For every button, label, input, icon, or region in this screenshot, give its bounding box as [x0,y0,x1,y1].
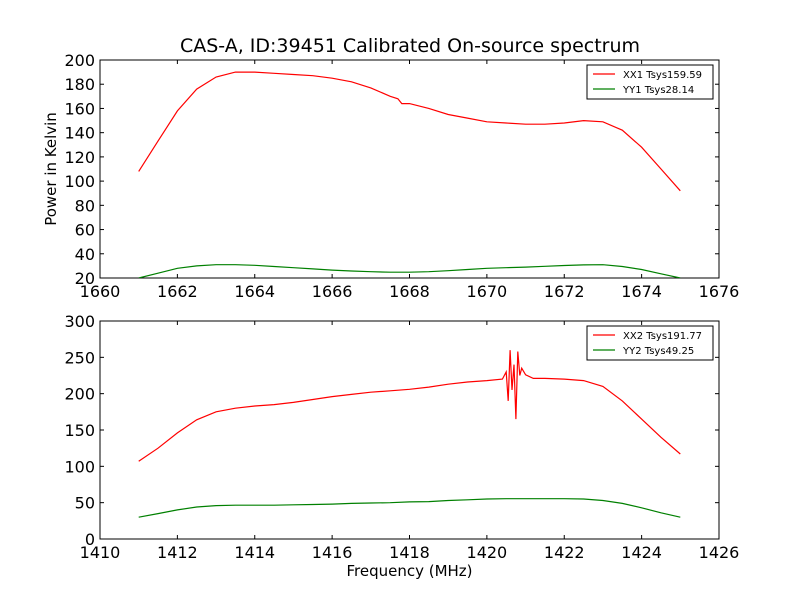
y-tick-label: 200 [64,385,95,404]
x-tick-label: 1414 [234,543,275,562]
x-tick-label: 1670 [467,282,508,301]
y-tick-label: 20 [75,269,95,288]
top-plot-panel: 1660 1662 1664 1666 1668 1670 1672 1674 1676 20 40… [42,51,739,301]
y-tick-label: 100 [64,457,95,476]
x-tick-label: 1666 [312,282,353,301]
y-tick-label: 200 [64,51,95,70]
y-tick-label: 100 [64,172,95,191]
x-tick-label: 1418 [389,543,430,562]
x-tick-label: 1410 [80,543,121,562]
y-axis-label: Power in Kelvin [42,112,60,226]
y-tick-label: 0 [85,530,95,549]
x-tick-label: 1420 [467,543,508,562]
y-tick-label: 140 [64,124,95,143]
legend-entry: YY2 Tsys49.25 [622,346,694,357]
series-line-xx2 [138,350,681,462]
x-tick-label: 1660 [80,282,121,301]
legend-box [586,325,714,361]
legend-entry: YY1 Tsys28.14 [622,85,694,96]
y-tick-label: 40 [75,245,95,264]
y-tick-label: 180 [64,75,95,94]
y-tick-label: 50 [75,494,95,513]
x-tick-label: 1664 [234,282,275,301]
x-tick-label: 1674 [621,282,662,301]
legend-entry: XX2 Tsys191.77 [623,331,702,342]
x-tick-label: 1662 [157,282,198,301]
x-tick-label: 1416 [312,543,353,562]
series-line-xx1 [138,71,681,192]
x-tick-label: 1668 [389,282,430,301]
series-line-yy2 [138,498,681,518]
chart-title: CAS-A, ID:39451 Calibrated On-source spe… [180,35,640,57]
x-tick-label: 1424 [621,543,662,562]
series-line-yy1 [138,264,681,278]
y-tick-label: 60 [75,221,95,240]
y-tick-label: 120 [64,148,95,167]
legend: XX1 Tsys159.59 YY1 Tsys28.14 [586,64,714,100]
y-tick-label: 300 [64,312,95,331]
x-tick-label: 1676 [699,282,740,301]
x-tick-label: 1412 [157,543,198,562]
y-tick-label: 80 [75,196,95,215]
bottom-plot-panel: 1410 1412 1414 1416 1418 1420 1422 1424 1426 0 50 1… [64,312,739,580]
x-tick-label: 1672 [544,282,585,301]
legend-box [586,64,714,100]
y-tick-label: 160 [64,99,95,118]
y-tick-label: 150 [64,421,95,440]
x-tick-label: 1426 [699,543,740,562]
legend: XX2 Tsys191.77 YY2 Tsys49.25 [586,325,714,361]
x-tick-label: 1422 [544,543,585,562]
legend-entry: XX1 Tsys159.59 [623,70,702,81]
y-tick-label: 250 [64,348,95,367]
x-axis-label: Frequency (MHz) [346,562,472,580]
